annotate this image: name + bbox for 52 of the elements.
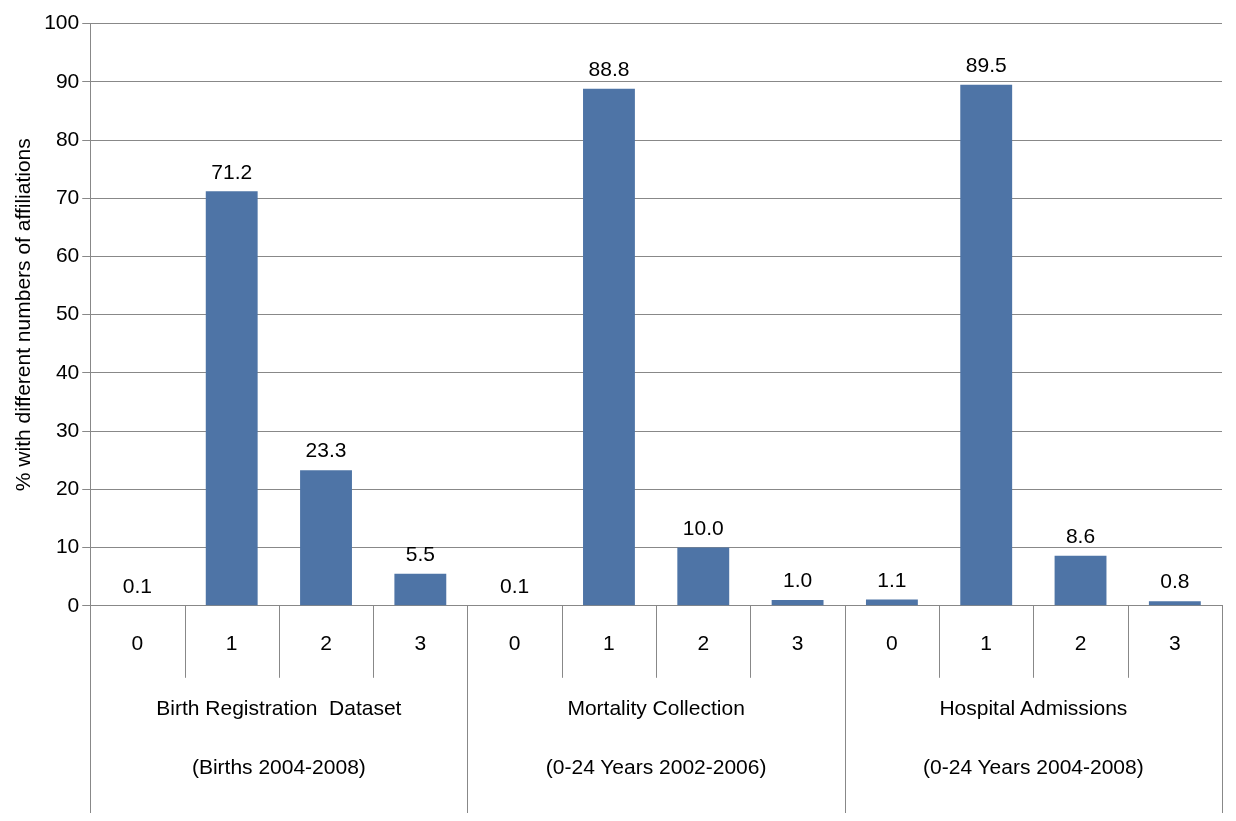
y-tick-label: 100 (44, 10, 80, 34)
bar (583, 88, 635, 606)
data-label: 0.1 (122, 573, 152, 597)
y-tick-label: 70 (55, 185, 80, 209)
text: Hospital Admissions (939, 695, 1128, 719)
bar (771, 599, 824, 606)
x-tick-label: 2 (1074, 631, 1087, 655)
bar (960, 84, 1013, 606)
x-tick-label: 1 (980, 631, 993, 655)
y-tick-label: 20 (55, 476, 80, 500)
y-tick-label: 50 (55, 301, 80, 325)
text: (0-24 Years 2002-2006) (545, 754, 767, 778)
y-tick-label: 90 (55, 68, 80, 92)
text: (Births 2004-2008) (191, 754, 366, 778)
x-tick-label: 0 (508, 631, 521, 655)
bar (677, 547, 730, 606)
x-tick-label: 2 (320, 631, 332, 655)
data-label: 10.0 (682, 515, 724, 539)
y-tick-label: 30 (55, 417, 80, 441)
data-label: 1.0 (782, 568, 813, 592)
bar (205, 191, 258, 606)
x-tick-label: 3 (414, 631, 427, 655)
y-axis-title: % with different numbers of affiliations (11, 138, 35, 492)
data-label: 0.8 (1160, 569, 1190, 593)
bar (865, 599, 918, 606)
x-tick-label: 3 (1169, 631, 1181, 655)
data-label: 89.5 (965, 53, 1007, 77)
text: Birth Registration Dataset (156, 695, 402, 719)
y-tick-label: 0 (67, 592, 80, 616)
data-label: 8.6 (1065, 524, 1096, 548)
data-label: 23.3 (305, 438, 347, 462)
x-tick-label: 1 (225, 631, 238, 655)
x-tick-label: 3 (791, 631, 804, 655)
y-tick-label: 80 (55, 126, 80, 150)
data-label: 88.8 (588, 57, 630, 81)
data-label: 5.5 (405, 542, 435, 566)
text: (0-24 Years 2004-2008) (923, 754, 1144, 778)
text: Mortality Collection (567, 695, 745, 719)
y-tick-label: 10 (55, 534, 80, 558)
data-label: 1.1 (877, 567, 907, 591)
y-tick-label: 60 (55, 243, 80, 267)
bar (1054, 555, 1107, 606)
bar (394, 573, 447, 606)
x-tick-label: 0 (886, 631, 898, 655)
data-label: 0.1 (500, 573, 530, 597)
x-tick-label: 1 (603, 631, 615, 655)
data-label: 71.2 (211, 159, 253, 183)
bar (300, 470, 352, 606)
x-tick-label: 0 (131, 631, 144, 655)
bar (1148, 601, 1201, 606)
x-tick-label: 2 (697, 631, 710, 655)
y-tick-label: 40 (55, 359, 80, 383)
